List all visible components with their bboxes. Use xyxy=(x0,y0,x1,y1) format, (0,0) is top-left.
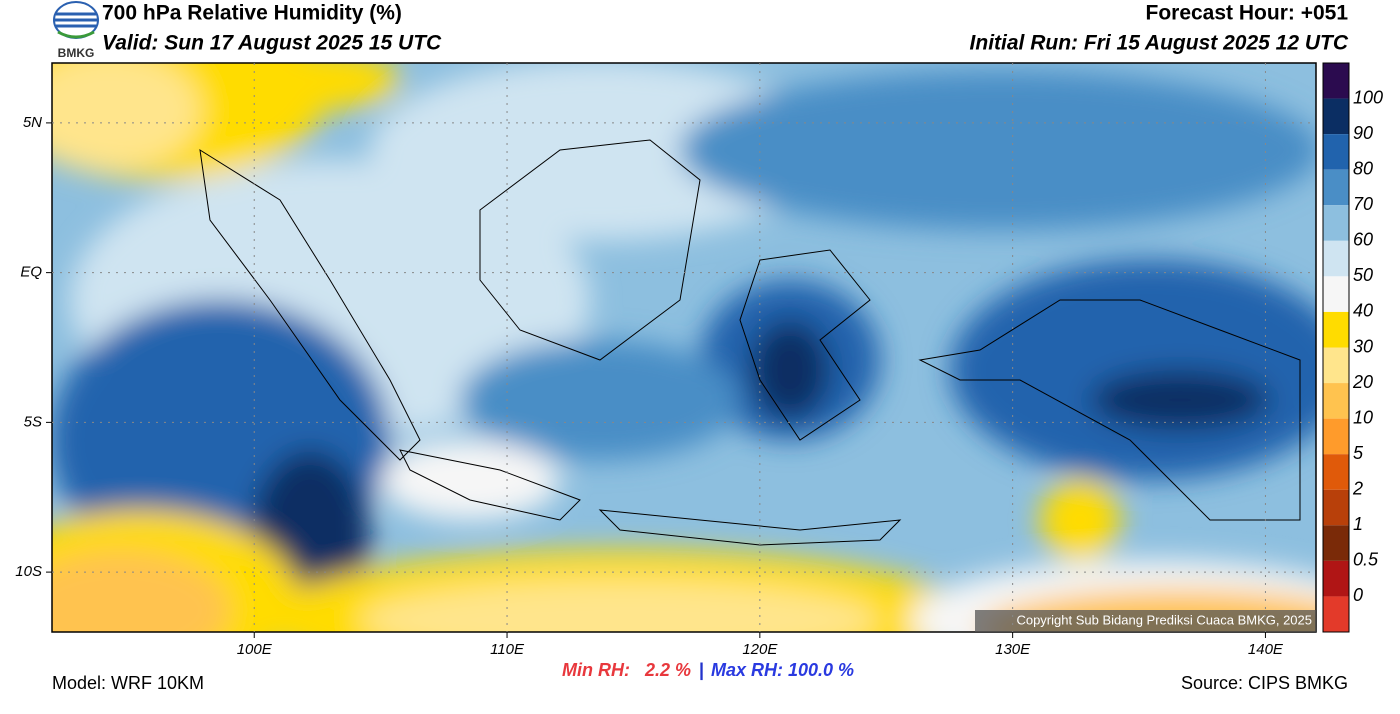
x-tick-label: 130E xyxy=(995,641,1031,658)
colorbar-label: 80 xyxy=(1353,158,1373,178)
colorbar-label: 30 xyxy=(1353,336,1373,356)
colorbar-swatch xyxy=(1323,98,1349,135)
colorbar-label: 5 xyxy=(1353,443,1364,463)
colorbar-frame xyxy=(1322,62,1350,633)
source: Source: CIPS BMKG xyxy=(1181,673,1348,693)
colorbar-label: 10 xyxy=(1353,407,1373,427)
colorbar-label: 40 xyxy=(1353,301,1373,321)
coastlines xyxy=(199,139,1301,546)
humidity-field xyxy=(52,63,1316,632)
y-tick-label: 10S xyxy=(15,563,42,580)
logo-text: BMKG xyxy=(58,46,95,60)
colorbar-swatch xyxy=(1323,169,1349,206)
logo: BMKG xyxy=(53,1,99,60)
initial-run: Initial Run: Fri 15 August 2025 12 UTC xyxy=(970,32,1349,55)
colorbar-label: 0 xyxy=(1353,585,1363,605)
copyright: Copyright Sub Bidang Prediksi Cuaca BMKG… xyxy=(1016,612,1312,627)
colorbar-label: 20 xyxy=(1352,372,1373,392)
max-rh: Max RH: 100.0 % xyxy=(711,660,854,680)
colorbar-swatch xyxy=(1323,240,1349,277)
x-tick-label: 100E xyxy=(237,641,273,658)
forecast-hour: Forecast Hour: +051 xyxy=(1146,2,1349,25)
separator: | xyxy=(699,660,704,680)
x-tick-label: 120E xyxy=(742,641,778,658)
colorbar-label: 90 xyxy=(1353,123,1373,143)
colorbar-swatch xyxy=(1323,311,1349,348)
min-rh: Min RH: 2.2 % xyxy=(562,660,691,680)
colorbar-swatch xyxy=(1323,596,1349,632)
colorbar-swatch xyxy=(1323,205,1349,241)
colorbar-swatch xyxy=(1323,347,1349,384)
map-frame xyxy=(51,62,1317,633)
colorbar-swatch xyxy=(1323,489,1349,526)
colorbar-swatch xyxy=(1323,454,1349,490)
x-tick-label: 110E xyxy=(490,641,525,658)
colorbar-swatch xyxy=(1323,63,1349,99)
y-tick-label: 5N xyxy=(23,114,42,131)
colorbar-label: 2 xyxy=(1352,479,1363,499)
x-tick-label: 140E xyxy=(1248,641,1284,658)
copyright-box xyxy=(975,610,1316,632)
colorbar-label: 50 xyxy=(1353,265,1373,285)
colorbar-swatch xyxy=(1323,560,1349,597)
colorbar-swatch xyxy=(1323,383,1349,419)
colorbar-swatch xyxy=(1323,134,1349,170)
model: Model: WRF 10KM xyxy=(52,673,204,693)
colorbar-swatch xyxy=(1323,525,1349,561)
colorbar-label: 100 xyxy=(1353,87,1383,107)
valid-time: Valid: Sun 17 August 2025 15 UTC xyxy=(102,32,442,55)
colorbar-swatch xyxy=(1323,276,1349,312)
y-tick-label: 5S xyxy=(24,413,42,430)
colorbar-label: 60 xyxy=(1353,230,1373,250)
colorbar-swatch xyxy=(1323,418,1349,455)
colorbar-label: 70 xyxy=(1353,194,1373,214)
colorbar-label: 0.5 xyxy=(1353,550,1379,570)
colorbar-label: 1 xyxy=(1353,514,1363,534)
title: 700 hPa Relative Humidity (%) xyxy=(102,2,402,25)
y-tick-label: EQ xyxy=(20,264,42,281)
